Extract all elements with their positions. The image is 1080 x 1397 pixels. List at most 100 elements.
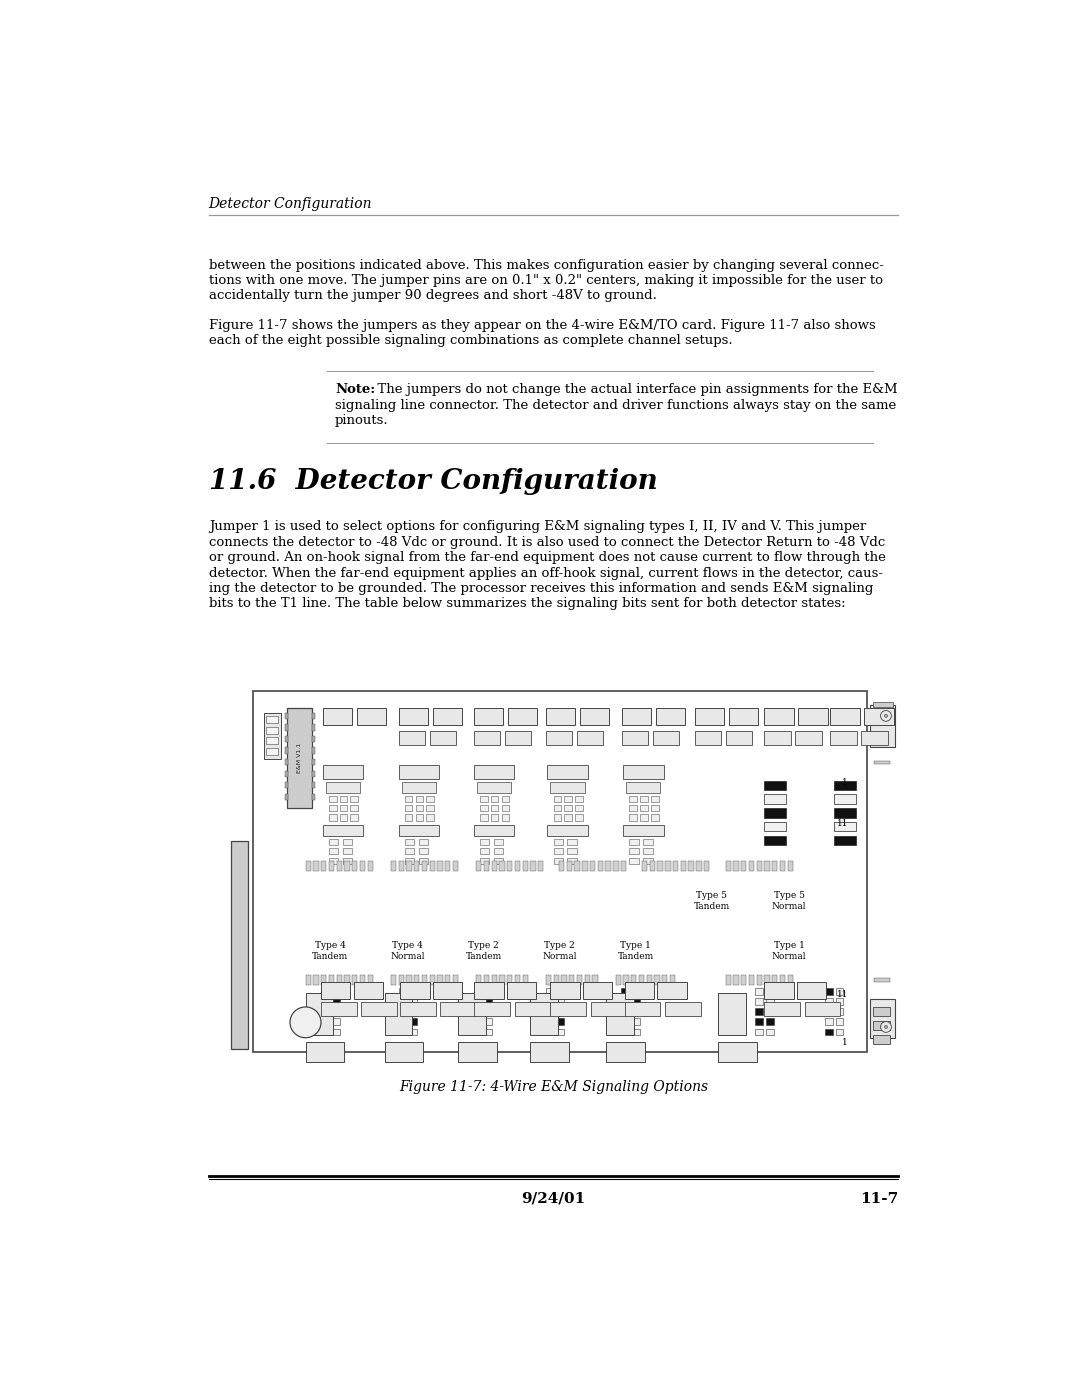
Bar [490, 814, 499, 820]
Bar [350, 796, 359, 802]
Bar [765, 795, 786, 803]
Bar [321, 1028, 328, 1035]
Bar [445, 975, 450, 985]
Bar [577, 975, 582, 985]
Bar [515, 1002, 551, 1016]
Bar [367, 975, 373, 985]
Bar [474, 989, 482, 996]
Bar [312, 793, 314, 800]
Bar [485, 1018, 492, 1025]
Bar [399, 1028, 406, 1035]
Bar [545, 1009, 554, 1016]
Bar [606, 993, 634, 1035]
Bar [313, 861, 319, 872]
Bar [402, 782, 435, 793]
Bar [565, 814, 572, 820]
Text: The jumpers do not change the actual interface pin assignments for the E&M: The jumpers do not change the actual int… [369, 383, 897, 397]
Bar [559, 861, 565, 872]
Bar [621, 1028, 629, 1035]
Bar [688, 861, 693, 872]
Text: 1: 1 [841, 778, 848, 787]
Bar [630, 814, 637, 820]
Bar [640, 805, 648, 812]
Bar [266, 738, 279, 745]
Bar [312, 747, 314, 753]
Bar [504, 731, 531, 745]
Bar [312, 782, 314, 788]
Bar [313, 975, 319, 985]
Bar [623, 766, 663, 780]
Bar [453, 975, 458, 985]
Text: ing the detector to be grounded. The processor receives this information and sen: ing the detector to be grounded. The pro… [208, 583, 873, 595]
Bar [654, 975, 660, 985]
Bar [625, 1002, 661, 1016]
Bar [523, 861, 528, 872]
Bar [306, 993, 334, 1035]
Bar [795, 731, 822, 745]
Bar [755, 1018, 762, 1025]
Bar [400, 982, 430, 999]
Bar [494, 840, 503, 845]
Bar [551, 782, 584, 793]
Bar [342, 848, 352, 855]
Bar [430, 731, 456, 745]
Bar [630, 858, 638, 863]
Bar [630, 796, 637, 802]
Bar [649, 861, 656, 872]
Bar [416, 805, 423, 812]
Bar [353, 982, 383, 999]
Bar [545, 999, 554, 1006]
Bar [474, 1028, 482, 1035]
Bar [430, 975, 435, 985]
Bar [391, 975, 396, 985]
Bar [577, 731, 603, 745]
Bar [545, 989, 554, 996]
Bar [836, 999, 843, 1006]
Bar [757, 975, 762, 985]
Bar [231, 841, 248, 1049]
Bar [285, 793, 288, 800]
Bar [266, 749, 279, 756]
Bar [798, 708, 828, 725]
Bar [765, 781, 786, 789]
Bar [621, 1018, 629, 1025]
Bar [332, 1028, 339, 1035]
Bar [780, 861, 785, 872]
Bar [755, 1028, 762, 1035]
Bar [285, 725, 288, 731]
Bar [328, 858, 338, 863]
Bar [501, 796, 510, 802]
Bar [621, 999, 629, 1006]
Bar [312, 712, 314, 719]
Bar [328, 840, 338, 845]
Bar [567, 861, 572, 872]
Bar [765, 731, 791, 745]
Bar [757, 861, 762, 872]
Bar [652, 731, 679, 745]
Bar [433, 982, 462, 999]
Bar [419, 840, 428, 845]
Bar [591, 1002, 626, 1016]
Bar [285, 782, 288, 788]
Bar [647, 975, 652, 985]
Bar [485, 1028, 492, 1035]
Text: signaling line connector. The detector and driver functions always stay on the s: signaling line connector. The detector a… [335, 398, 896, 412]
Bar [623, 975, 629, 985]
Bar [583, 982, 612, 999]
Bar [306, 975, 311, 985]
Bar [422, 975, 428, 985]
Text: each of the eight possible signaling combinations as complete channel setups.: each of the eight possible signaling com… [208, 334, 732, 346]
Bar [780, 975, 785, 985]
Bar [266, 726, 279, 733]
Bar [825, 1028, 833, 1035]
Bar [427, 796, 434, 802]
Bar [576, 796, 583, 802]
Bar [741, 861, 746, 872]
Bar [474, 999, 482, 1006]
Text: connects the detector to -48 Vdc or ground. It is also used to connect the Detec: connects the detector to -48 Vdc or grou… [208, 535, 885, 549]
Bar [337, 861, 342, 872]
Bar [399, 861, 404, 872]
Bar [422, 861, 428, 872]
Bar [427, 805, 434, 812]
Text: bits to the T1 line. The table below summarizes the signaling bits sent for both: bits to the T1 line. The table below sum… [208, 598, 846, 610]
